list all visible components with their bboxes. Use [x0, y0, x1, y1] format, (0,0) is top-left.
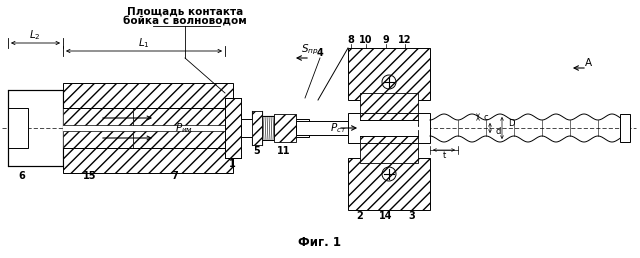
Bar: [63, 131, 133, 148]
Bar: [241, 119, 309, 137]
Bar: [63, 108, 133, 125]
Text: бойка с волноводом: бойка с волноводом: [123, 16, 247, 26]
Text: 3: 3: [408, 211, 415, 221]
Text: 8: 8: [348, 35, 355, 45]
Bar: [296, 121, 348, 135]
Text: 5: 5: [253, 146, 260, 156]
Text: 6: 6: [19, 171, 26, 181]
Bar: [360, 113, 418, 126]
Bar: [8, 108, 28, 148]
Text: $S_{пр}$: $S_{пр}$: [301, 43, 319, 57]
Text: 7: 7: [172, 171, 179, 181]
Text: $L_2$: $L_2$: [29, 28, 41, 42]
Text: 14: 14: [380, 211, 393, 221]
Bar: [360, 141, 418, 163]
Text: 15: 15: [83, 171, 97, 181]
Bar: [252, 111, 262, 145]
Bar: [274, 114, 296, 142]
Text: 1: 1: [228, 159, 236, 169]
Text: $P_{им}$: $P_{им}$: [175, 121, 193, 135]
Bar: [360, 130, 418, 143]
Text: $L_1$: $L_1$: [138, 36, 150, 50]
Text: c: c: [484, 112, 488, 122]
Bar: [348, 113, 430, 143]
Text: 4: 4: [317, 48, 323, 58]
Bar: [620, 114, 630, 142]
Text: 11: 11: [277, 146, 291, 156]
Bar: [262, 116, 274, 140]
Text: Площадь контакта: Площадь контакта: [127, 7, 243, 17]
Bar: [63, 83, 233, 173]
Bar: [63, 108, 233, 148]
Text: D: D: [508, 118, 515, 127]
Text: 2: 2: [356, 211, 364, 221]
Text: 10: 10: [359, 35, 372, 45]
Bar: [348, 48, 430, 100]
Text: 9: 9: [383, 35, 389, 45]
Text: $P_{ст}$: $P_{ст}$: [330, 121, 347, 135]
Bar: [8, 90, 63, 166]
Text: 12: 12: [398, 35, 412, 45]
Bar: [133, 131, 233, 148]
Bar: [225, 98, 241, 158]
Bar: [360, 120, 418, 136]
Text: A: A: [584, 58, 591, 68]
Text: d: d: [496, 126, 501, 135]
Bar: [348, 158, 430, 210]
Bar: [133, 108, 233, 125]
Bar: [360, 93, 418, 115]
Text: t: t: [442, 151, 445, 160]
Text: Фиг. 1: Фиг. 1: [298, 237, 342, 249]
